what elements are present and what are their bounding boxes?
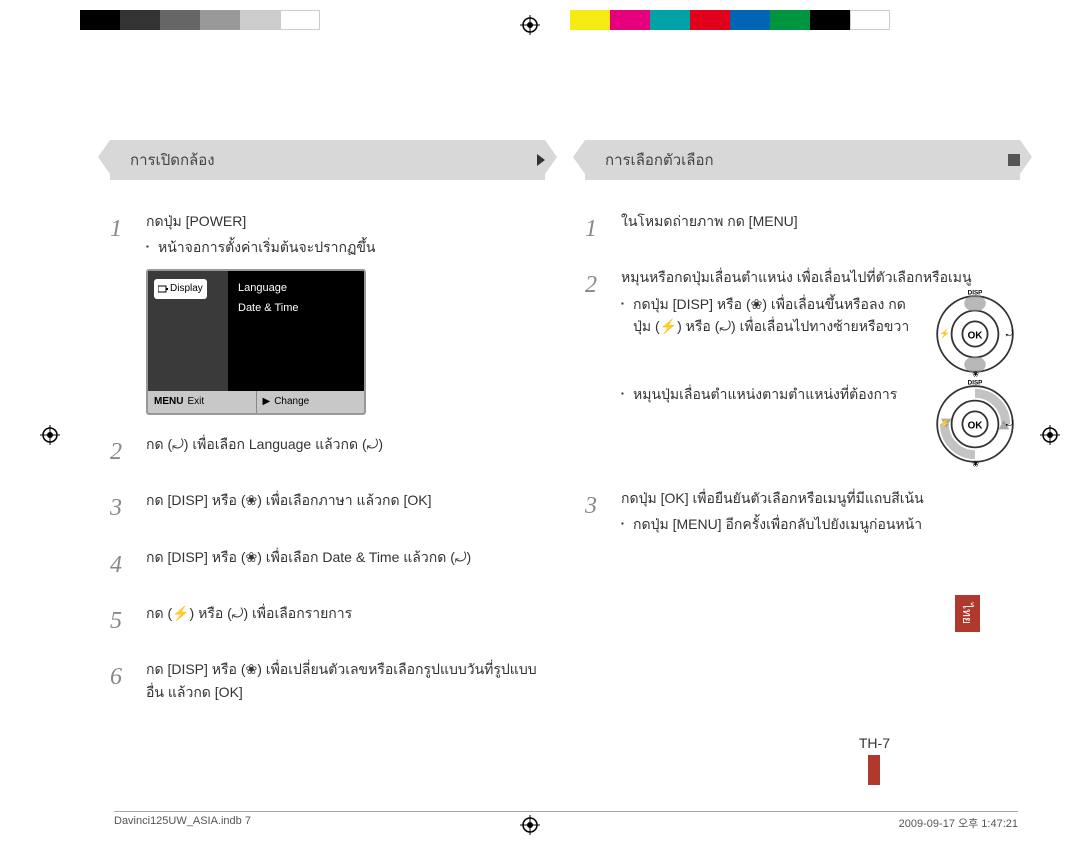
page-number: TH-7: [859, 735, 890, 785]
step: 1 ในโหมดถ่ายภาพ กด [MENU]: [585, 210, 1020, 248]
step-number: 1: [110, 210, 130, 415]
right-column: การเลือกตัวเลือก 1 ในโหมดถ่ายภาพ กด [MEN…: [585, 140, 1020, 721]
svg-text:⤾: ⤾: [1006, 328, 1014, 338]
lcd-item: Language: [238, 280, 354, 298]
page-content: การเปิดกล้อง 1 กดปุ่ม [POWER] หน้าจอการต…: [110, 140, 1020, 721]
svg-text:⚡: ⚡: [939, 417, 950, 429]
step-number: 4: [110, 546, 130, 584]
svg-text:OK: OK: [968, 420, 984, 431]
step-text: กดปุ่ม [OK] เพื่อยืนยันตัวเลือกหรือเมนูท…: [621, 487, 1020, 509]
step-text: กด [DISP] หรือ (❀) เพื่อเลือก Date & Tim…: [146, 546, 545, 584]
lcd-screen: Display Language Date & Time MENU Exit ▶…: [146, 269, 366, 415]
step-text: กดปุ่ม [POWER]: [146, 210, 545, 232]
step: 3 กด [DISP] หรือ (❀) เพื่อเลือกภาษา แล้ว…: [110, 489, 545, 527]
step-number: 5: [110, 602, 130, 640]
svg-text:DISP: DISP: [968, 379, 983, 386]
step-number: 1: [585, 210, 605, 248]
step: 2 กด (⤾) เพื่อเลือก Language แล้วกด (⤾): [110, 433, 545, 471]
svg-text:OK: OK: [968, 330, 984, 341]
footer-file: Davinci125UW_ASIA.indb 7: [114, 815, 251, 831]
step-text: กด (⚡) หรือ (⤾) เพื่อเลือกรายการ: [146, 602, 545, 640]
svg-text:⤾: ⤾: [1006, 418, 1014, 428]
step-text: กด [DISP] หรือ (❀) เพื่อเลือกภาษา แล้วกด…: [146, 489, 545, 527]
page-bar-icon: [868, 755, 880, 785]
svg-text:❀: ❀: [972, 369, 979, 378]
left-column: การเปิดกล้อง 1 กดปุ่ม [POWER] หน้าจอการต…: [110, 140, 545, 721]
nav-wheel-press-icon: OK DISP ⚡ ⤾ ❀: [930, 289, 1020, 379]
lcd-display-tab: Display: [154, 279, 207, 299]
nav-wheel-rotate-icon: OK DISP ⚡ ⤾ ❀: [930, 379, 1020, 469]
step-sub: หน้าจอการตั้งค่าเริ่มต้นจะปรากฏขึ้น: [146, 236, 545, 258]
step: 6 กด [DISP] หรือ (❀) เพื่อเปลี่ยนตัวเลขห…: [110, 658, 545, 703]
step-number: 2: [585, 266, 605, 468]
svg-text:⚡: ⚡: [939, 327, 950, 339]
stop-icon: [1008, 154, 1020, 166]
step: 1 กดปุ่ม [POWER] หน้าจอการตั้งค่าเริ่มต้…: [110, 210, 545, 415]
registration-mark-icon: [520, 15, 540, 35]
registration-mark-icon: [40, 425, 60, 445]
step-sub: กดปุ่ม [DISP] หรือ (❀) เพื่อเลื่อนขึ้นหร…: [621, 293, 920, 338]
print-footer: Davinci125UW_ASIA.indb 7 2009-09-17 오후 1…: [114, 811, 1018, 831]
step-number: 3: [110, 489, 130, 527]
color-bar-right: [570, 10, 890, 30]
step-number: 3: [585, 487, 605, 536]
step-number: 6: [110, 658, 130, 703]
step: 2 หมุนหรือกดปุ่มเลื่อนตำแหน่ง เพื่อเลื่อ…: [585, 266, 1020, 468]
step-text: หมุนหรือกดปุ่มเลื่อนตำแหน่ง เพื่อเลื่อนไ…: [621, 266, 1020, 288]
step-sub: กดปุ่ม [MENU] อีกครั้งเพื่อกลับไปยังเมนู…: [621, 513, 1020, 535]
step: 4 กด [DISP] หรือ (❀) เพื่อเลือก Date & T…: [110, 546, 545, 584]
step: 5 กด (⚡) หรือ (⤾) เพื่อเลือกรายการ: [110, 602, 545, 640]
step: 3 กดปุ่ม [OK] เพื่อยืนยันตัวเลือกหรือเมน…: [585, 487, 1020, 536]
svg-text:❀: ❀: [972, 459, 979, 468]
section-title: การเปิดกล้อง: [130, 152, 215, 169]
step-text: ในโหมดถ่ายภาพ กด [MENU]: [621, 210, 1020, 248]
registration-mark-icon: [1040, 425, 1060, 445]
lcd-footer-change: ▶ Change: [257, 391, 365, 413]
step-text: กด [DISP] หรือ (❀) เพื่อเปลี่ยนตัวเลขหรื…: [146, 658, 545, 703]
color-bar-left: [80, 10, 320, 30]
step-text: กด (⤾) เพื่อเลือก Language แล้วกด (⤾): [146, 433, 545, 471]
step-number: 2: [110, 433, 130, 471]
play-icon: [537, 154, 545, 166]
section-title: การเลือกตัวเลือก: [605, 152, 714, 169]
lcd-item: Date & Time: [238, 300, 354, 318]
section-header-options: การเลือกตัวเลือก: [585, 140, 1020, 180]
language-tab: ไทย: [955, 595, 980, 632]
lcd-footer-exit: MENU Exit: [148, 391, 257, 413]
footer-date: 2009-09-17 오후 1:47:21: [899, 815, 1018, 831]
step-sub: หมุนปุ่มเลื่อนตำแหน่งตามตำแหน่งที่ต้องกา…: [621, 383, 920, 405]
section-header-turn-on: การเปิดกล้อง: [110, 140, 545, 180]
